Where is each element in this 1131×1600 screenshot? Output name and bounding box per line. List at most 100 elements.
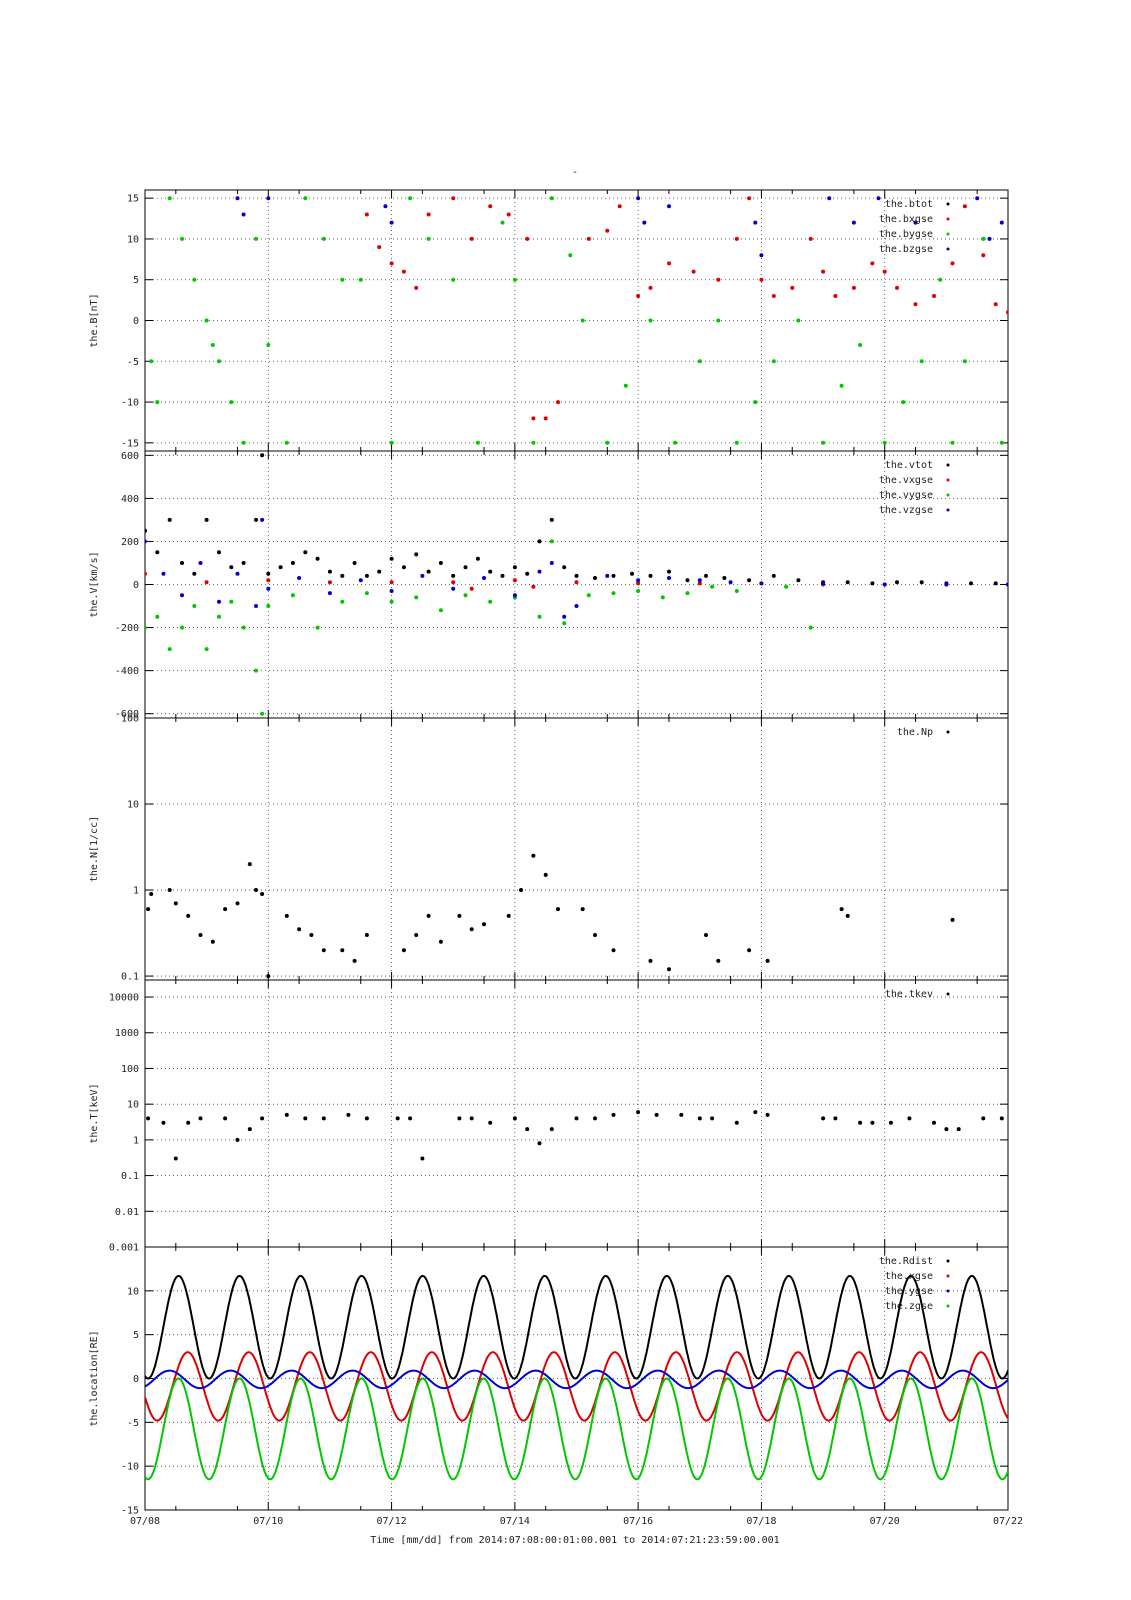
plot-area: [146, 1110, 1004, 1161]
y-tick-label: 0.001: [109, 1243, 139, 1254]
data-point: [605, 228, 610, 233]
data-point: [765, 1112, 770, 1117]
series-line-the-Rdist: [145, 1275, 1008, 1380]
data-point: [500, 573, 505, 578]
legend-entry: the.Np: [897, 727, 933, 738]
data-point: [593, 576, 597, 580]
data-point: [217, 550, 221, 555]
data-point: [414, 595, 419, 600]
data-point: [753, 1110, 758, 1115]
data-point: [198, 933, 203, 937]
data-point: [753, 220, 758, 225]
data-point: [438, 608, 443, 613]
series-the-bxgse: [364, 196, 1008, 421]
data-point: [173, 901, 178, 906]
legend-marker: [946, 1274, 950, 1278]
data-point: [685, 591, 690, 596]
data-point: [771, 294, 776, 298]
data-point: [716, 958, 721, 963]
data-point: [987, 236, 992, 241]
y-tick-label: 10: [127, 800, 139, 811]
data-point: [364, 591, 369, 596]
data-point: [882, 582, 887, 587]
data-point: [223, 1116, 228, 1121]
y-tick-label: -15: [121, 1506, 139, 1517]
data-point: [167, 888, 172, 892]
y-tick-label: -15: [121, 438, 139, 449]
data-point: [321, 948, 326, 953]
data-point: [303, 196, 308, 201]
legend-marker: [946, 202, 950, 206]
legend-entry: the.ygse: [885, 1286, 933, 1297]
data-point: [919, 580, 924, 585]
data-point: [389, 556, 394, 561]
data-point: [611, 1112, 616, 1117]
data-point: [482, 922, 486, 927]
y-tick-label: 200: [121, 537, 139, 548]
data-point: [543, 872, 548, 877]
y-tick-label: 10: [127, 1100, 139, 1111]
legend-entry: the.xgse: [885, 1271, 933, 1282]
data-point: [876, 196, 881, 201]
data-point: [321, 236, 326, 241]
data-point: [377, 245, 382, 250]
y-tick-label: 10: [127, 1286, 139, 1297]
data-point: [506, 913, 511, 918]
legend-marker: [946, 1289, 950, 1293]
data-point: [784, 584, 789, 589]
data-point: [451, 586, 456, 591]
data-point: [389, 220, 394, 225]
data-point: [457, 1116, 462, 1121]
data-point: [932, 294, 936, 298]
data-point: [352, 561, 357, 565]
data-point: [654, 1112, 659, 1117]
data-point: [364, 212, 369, 217]
data-point: [451, 573, 456, 578]
data-point: [839, 907, 844, 912]
data-point: [574, 580, 579, 585]
data-point: [155, 614, 160, 619]
data-point: [870, 581, 875, 586]
data-point: [574, 1116, 579, 1121]
data-point: [845, 580, 850, 585]
data-point: [346, 1112, 351, 1117]
data-point: [845, 913, 850, 918]
data-point: [981, 236, 986, 241]
y-tick-label: 0.1: [121, 972, 139, 983]
data-point: [636, 196, 641, 201]
data-point: [710, 1116, 715, 1121]
data-point: [426, 236, 431, 241]
data-point: [531, 584, 536, 589]
data-point: [266, 604, 271, 608]
legend-marker: [946, 232, 950, 236]
data-point: [648, 285, 653, 290]
data-point: [149, 359, 154, 364]
data-point: [383, 204, 388, 209]
data-point: [438, 561, 443, 565]
data-point: [340, 573, 345, 578]
data-point: [247, 862, 252, 867]
data-point: [679, 1112, 684, 1117]
data-point: [145, 528, 147, 533]
data-point: [796, 578, 801, 583]
data-point: [229, 400, 234, 405]
data-point: [747, 948, 752, 953]
series-line-the-xgse: [145, 1351, 1008, 1422]
series-the-bzgse: [235, 196, 1004, 258]
data-point: [146, 1116, 151, 1121]
data-point: [352, 958, 357, 963]
data-point: [266, 571, 271, 576]
y-axis-label: the.location[RE]: [89, 1330, 100, 1426]
y-tick-label: 100: [121, 1064, 139, 1075]
data-point: [266, 343, 271, 347]
data-point: [315, 625, 320, 630]
data-point: [623, 383, 628, 388]
y-tick-label: 1000: [115, 1028, 139, 1039]
data-point: [155, 550, 160, 555]
data-point: [512, 593, 517, 598]
data-point: [145, 539, 147, 544]
legend-entry: the.vtot: [885, 460, 933, 471]
data-point: [180, 561, 184, 565]
y-axis-label: the.V[km/s]: [89, 551, 100, 617]
data-point: [395, 1116, 400, 1121]
